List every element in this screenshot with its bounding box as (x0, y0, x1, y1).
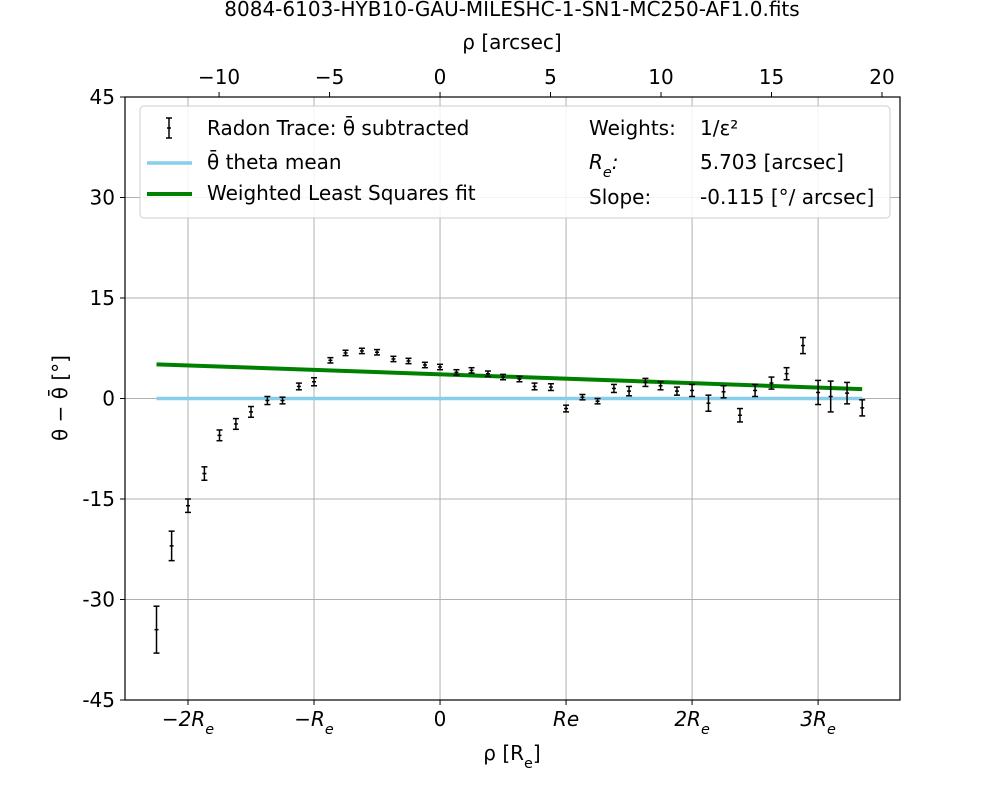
y-tick-label: 15 (90, 286, 115, 310)
top-x-tick-label: 5 (544, 65, 557, 89)
top-x-tick-label: −5 (315, 65, 344, 89)
y-tick-label: -45 (82, 688, 115, 712)
data-point (279, 396, 286, 405)
x-tick-label: 3Re (800, 707, 836, 738)
data-point (468, 366, 475, 374)
data-point (563, 404, 570, 413)
top-x-tick-label: 20 (869, 65, 894, 89)
data-point (827, 380, 834, 413)
x-tick-label: 0 (434, 707, 447, 731)
top-x-tick-label: 10 (648, 65, 673, 89)
fit-line (156, 362, 863, 392)
data-point (342, 349, 349, 357)
data-point (768, 376, 775, 390)
x-tick-label: Re (553, 707, 579, 731)
weights-label: Weights: (589, 116, 676, 140)
data-point (201, 466, 208, 481)
data-point (705, 394, 712, 412)
y-tick-label: 45 (90, 85, 115, 109)
top-x-tick-label: 0 (434, 65, 447, 89)
data-point (168, 530, 175, 562)
top-x-axis-label: ρ [arcsec] (462, 30, 561, 54)
data-point (327, 356, 334, 364)
legend-label-fit: Weighted Least Squares fit (207, 181, 476, 205)
data-point (216, 429, 223, 442)
data-point (264, 395, 271, 406)
legend: Radon Trace: θ̄ subtracted θ̄ theta mean W… (139, 105, 891, 219)
data-point (153, 605, 160, 654)
data-point (859, 399, 866, 417)
data-point (484, 370, 491, 378)
data-point (673, 386, 680, 396)
chart-title: 8084-6103-HYB10-GAU-MILESHC-1-SN1-MC250-… (224, 0, 799, 21)
data-point (610, 383, 617, 394)
x-axis-label: ρ [Re] (483, 741, 540, 772)
x-tick-label: −2Re (162, 707, 214, 738)
data-point (642, 377, 649, 388)
data-point (657, 381, 664, 391)
data-point (594, 397, 601, 405)
y-tick-label: 0 (102, 387, 115, 411)
axes: -45 -30 -15 0 15 30 45 −2Re −Re 0 Re 2Re 3Re −10 −5 0 5 1… (82, 65, 894, 738)
data-point (390, 355, 397, 363)
data-point (295, 382, 302, 391)
data-point (783, 366, 790, 381)
re-value: 5.703 [arcsec] (700, 150, 844, 174)
data-point (689, 383, 696, 398)
y-tick-label: -15 (82, 487, 115, 511)
data-point (311, 376, 318, 387)
data-point (626, 385, 633, 397)
data-point (437, 363, 444, 371)
data-point (815, 379, 822, 406)
top-x-tick-label: −10 (198, 65, 240, 89)
y-tick-label: 30 (90, 186, 115, 210)
lines-layer (156, 362, 863, 401)
data-point (185, 498, 192, 514)
y-axis-label: θ − θ̄ [°] (47, 355, 72, 441)
data-points (153, 336, 866, 654)
x-tick-label: 2Re (674, 707, 710, 738)
data-point (500, 373, 507, 381)
data-point (799, 336, 806, 355)
data-point (248, 405, 255, 419)
data-point (405, 357, 412, 365)
data-point (547, 383, 554, 392)
legend-box (139, 105, 891, 219)
data-point (453, 368, 460, 376)
x-tick-label: −Re (294, 707, 334, 738)
data-point (358, 347, 365, 355)
top-x-tick-label: 15 (759, 65, 784, 89)
data-point (752, 383, 759, 398)
slope-label: Slope: (589, 185, 651, 209)
legend-label-mean: θ̄ theta mean (207, 149, 342, 174)
data-point (516, 375, 523, 383)
data-point (736, 407, 743, 423)
data-point (844, 381, 851, 405)
data-point (531, 382, 538, 391)
data-point (720, 385, 727, 399)
data-point (421, 361, 428, 369)
weights-value: 1/ε² (700, 116, 738, 140)
slope-value: -0.115 [°/ arcsec] (700, 185, 874, 209)
y-tick-label: -30 (82, 588, 115, 612)
data-point (374, 348, 381, 356)
data-point (232, 417, 239, 431)
data-point (579, 393, 586, 401)
legend-label-points: Radon Trace: θ̄ subtracted (207, 115, 469, 140)
